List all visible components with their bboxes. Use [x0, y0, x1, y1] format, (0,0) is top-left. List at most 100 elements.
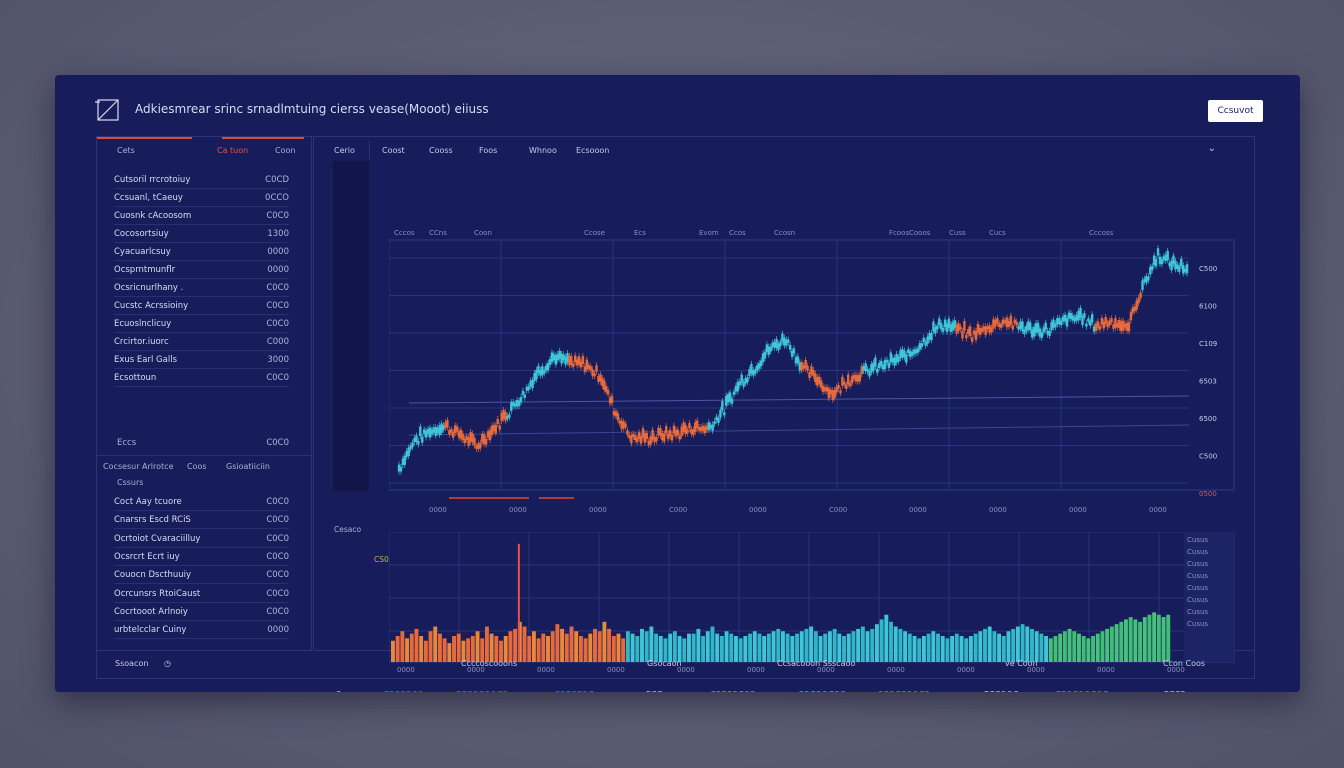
candle — [401, 458, 405, 466]
divider — [114, 278, 289, 279]
candle — [397, 464, 401, 472]
portfolio-row[interactable]: Ocsrcrt Ecrt iuy C0C0 — [114, 552, 289, 566]
portfolio-row[interactable]: Ocrcunsrs RtoiCaust C0C0 — [114, 589, 289, 603]
watchlist-value: 0000 — [267, 265, 289, 275]
candle — [430, 429, 434, 435]
candle — [537, 365, 540, 374]
portfolio-row[interactable]: urbtelcclar Cuiny 0000 — [114, 625, 289, 640]
volume-bar — [1039, 633, 1044, 662]
watchlist-row[interactable]: Cutsoril rrcrotoiuy C0CD — [114, 175, 289, 189]
watchlist-row[interactable]: Cocosortsiuy 1300 — [114, 229, 289, 243]
volume-bar — [696, 628, 701, 662]
candle — [670, 434, 674, 441]
toolbar-item[interactable]: Whnoo — [529, 146, 557, 155]
volume-bar — [395, 636, 400, 662]
top-action-button[interactable]: Ccsuvot — [1208, 100, 1263, 122]
portfolio-row[interactable]: Coct Aay tcuore C0C0 — [114, 497, 289, 511]
chevron-down-icon[interactable]: ⌄ — [1207, 143, 1216, 154]
watchlist-row[interactable]: Cucstc Acrssioiny C0C0 — [114, 301, 289, 315]
candle — [912, 349, 916, 355]
portfolio-name: Coct Aay tcuore — [114, 497, 182, 507]
candle — [839, 390, 842, 394]
watchlist-tab[interactable]: Coon — [275, 146, 296, 155]
candle — [1087, 318, 1090, 322]
candle — [492, 425, 496, 432]
candle — [717, 417, 720, 423]
candle — [405, 450, 408, 457]
portfolio-row[interactable]: Ocrtoiot Cvaraciilluy C0C0 — [114, 534, 289, 548]
volume-bar — [555, 624, 560, 662]
portfolio-row[interactable]: Cocrtooot Arlnoiy C0C0 — [114, 607, 289, 621]
toolbar-item[interactable]: Ecsooon — [576, 146, 610, 155]
candle — [684, 424, 687, 434]
volume-bar — [959, 636, 964, 662]
watchlist-row[interactable]: Cuosnk cAcoosom C0C0 — [114, 211, 289, 225]
watchlist-row[interactable]: Ocsricnurlhany . C0C0 — [114, 283, 289, 297]
divider — [114, 564, 289, 566]
candle — [465, 436, 468, 441]
volume-bar — [710, 626, 715, 662]
candle — [634, 435, 637, 441]
volume-chart[interactable]: Cusus Cusus Cusus Cusus Cusus Cusus Cusus Cusus… — [389, 532, 1253, 682]
volume-bar — [1062, 631, 1067, 662]
watchlist-row[interactable]: Exus Earl Galls 3000 — [114, 355, 289, 369]
watchlist-name: Cucstc Acrssioiny — [114, 301, 189, 311]
volume-bar — [701, 636, 706, 662]
watchlist-row[interactable]: Ecsottoun C0C0 — [114, 373, 289, 387]
candle — [533, 373, 536, 382]
time-label: Coon — [474, 229, 492, 237]
candle — [622, 421, 625, 429]
toolbar-item[interactable]: Cerio — [334, 146, 355, 155]
toolbar-item[interactable]: Foos — [479, 146, 498, 155]
candle — [756, 365, 759, 371]
candle — [1168, 262, 1171, 267]
volume-bar — [1166, 614, 1171, 662]
candle — [847, 374, 850, 385]
legend-label: Cusus — [1187, 620, 1208, 628]
candle — [517, 400, 521, 407]
candle — [1110, 318, 1113, 323]
price-label: 0500 — [1199, 490, 1217, 498]
toolbar-item[interactable]: Coost — [382, 146, 405, 155]
candle — [1162, 256, 1166, 261]
watchlist-tab[interactable]: Cets — [117, 146, 135, 155]
volume-bar — [846, 633, 851, 662]
watchlist-row[interactable]: Ecuoslnclicuy C0C0 — [114, 319, 289, 333]
summary-label: Eccs — [117, 438, 137, 448]
portfolio-section-label: Cssurs — [117, 478, 144, 487]
toolbar-item[interactable]: Cooss — [429, 146, 453, 155]
portfolio-row[interactable]: Cnarsrs Escd RCiS C0C0 — [114, 515, 289, 530]
portfolio-header: Cocsesur Arlrotce — [103, 462, 174, 471]
time-label: Cooos — [909, 229, 931, 237]
watchlist-row[interactable]: Cyacuarlcsuy 0000 — [114, 247, 289, 261]
candle — [1137, 297, 1140, 304]
portfolio-row[interactable]: Couocn Dscthuuiy C0C0 — [114, 570, 289, 585]
candle — [674, 429, 678, 437]
time-label: 0000 — [537, 666, 555, 674]
volume-bar — [522, 626, 527, 662]
volume-bar — [489, 633, 494, 662]
candle — [535, 369, 538, 380]
time-label: 0000 — [957, 666, 975, 674]
volume-bar — [851, 631, 856, 662]
candle — [771, 342, 774, 348]
candle — [469, 431, 472, 442]
time-label: 0000 — [1069, 506, 1087, 514]
candle — [519, 397, 523, 403]
time-label: 0000 — [1149, 506, 1167, 514]
candle — [1060, 320, 1063, 326]
candle — [1005, 317, 1009, 328]
volume-bar — [649, 626, 654, 662]
volume-bar — [1034, 631, 1039, 662]
watchlist-tab[interactable]: Ca tuon — [217, 146, 249, 155]
watchlist-row[interactable]: Ccsuanl, tCaeuy 0CCO — [114, 193, 289, 207]
price-chart[interactable]: Cccos CCns Coon Ccose Ecs Evom Ccos Ccosn Fcoos C… — [389, 220, 1253, 520]
watchlist-row[interactable]: Ocsprntmunflr 0000 — [114, 265, 289, 279]
watchlist-row[interactable]: Crcirtor.iuorc C000 — [114, 337, 289, 351]
candle — [678, 435, 681, 440]
volume-bar — [602, 621, 607, 662]
volume-bar — [527, 636, 532, 662]
candle — [726, 394, 730, 403]
candle — [574, 355, 577, 363]
volume-bar — [912, 636, 917, 662]
